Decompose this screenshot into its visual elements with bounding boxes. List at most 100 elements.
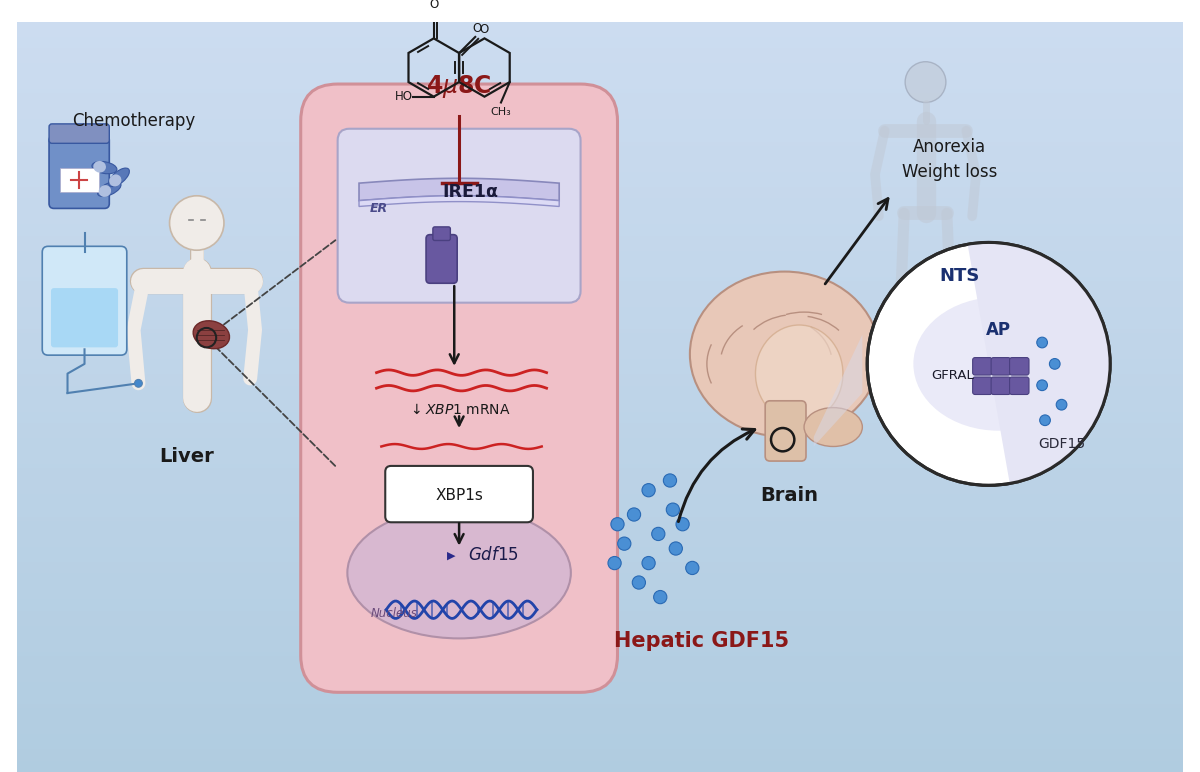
FancyBboxPatch shape xyxy=(49,124,109,144)
Bar xyxy=(17,633,1183,637)
Bar xyxy=(17,547,1183,550)
Bar xyxy=(17,142,1183,146)
Bar xyxy=(17,52,1183,56)
Bar xyxy=(17,682,1183,686)
Bar xyxy=(17,768,1183,772)
Bar xyxy=(17,513,1183,517)
Wedge shape xyxy=(967,242,1110,483)
Bar xyxy=(17,371,1183,374)
Bar xyxy=(17,615,1183,618)
FancyBboxPatch shape xyxy=(991,377,1010,394)
Bar xyxy=(17,202,1183,205)
Bar xyxy=(17,330,1183,334)
Bar xyxy=(17,225,1183,229)
FancyBboxPatch shape xyxy=(1009,357,1030,375)
Bar xyxy=(17,374,1183,378)
FancyBboxPatch shape xyxy=(385,466,533,523)
Bar xyxy=(17,427,1183,431)
Bar xyxy=(17,25,1183,29)
Circle shape xyxy=(905,62,946,103)
Bar xyxy=(17,558,1183,562)
Bar xyxy=(17,408,1183,412)
Bar xyxy=(17,502,1183,506)
Bar xyxy=(17,356,1183,360)
Text: IRE1α: IRE1α xyxy=(443,183,499,201)
Bar xyxy=(17,70,1183,74)
Circle shape xyxy=(666,503,679,516)
Bar xyxy=(17,554,1183,558)
Bar xyxy=(17,626,1183,629)
Bar xyxy=(17,29,1183,33)
Bar xyxy=(17,198,1183,202)
Bar xyxy=(17,659,1183,663)
Bar xyxy=(17,746,1183,750)
Ellipse shape xyxy=(94,161,106,173)
Bar xyxy=(17,397,1183,401)
Circle shape xyxy=(134,379,143,388)
Ellipse shape xyxy=(756,325,842,422)
Circle shape xyxy=(1037,337,1048,348)
FancyBboxPatch shape xyxy=(42,246,127,355)
Bar xyxy=(17,581,1183,584)
Circle shape xyxy=(1056,399,1067,410)
Bar xyxy=(17,138,1183,142)
Bar xyxy=(17,449,1183,453)
FancyBboxPatch shape xyxy=(973,357,992,375)
Bar xyxy=(17,149,1183,153)
Bar xyxy=(17,550,1183,554)
Bar xyxy=(17,461,1183,465)
Bar xyxy=(17,442,1183,445)
Bar xyxy=(17,67,1183,70)
Text: NTS: NTS xyxy=(940,267,979,286)
Bar xyxy=(17,679,1183,682)
Bar xyxy=(17,577,1183,581)
Bar xyxy=(17,517,1183,520)
Bar xyxy=(17,566,1183,570)
Circle shape xyxy=(642,483,655,497)
Bar xyxy=(17,22,1183,25)
Bar xyxy=(17,453,1183,457)
Text: Liver: Liver xyxy=(160,447,215,466)
Bar xyxy=(17,310,1183,314)
Bar xyxy=(17,367,1183,371)
Bar xyxy=(17,611,1183,615)
Circle shape xyxy=(652,527,665,540)
Bar xyxy=(17,588,1183,592)
Bar xyxy=(17,675,1183,679)
Bar xyxy=(17,468,1183,472)
Bar xyxy=(17,435,1183,438)
Text: O: O xyxy=(472,22,481,36)
Bar xyxy=(17,479,1183,483)
Bar xyxy=(17,41,1183,44)
Bar xyxy=(17,510,1183,513)
Text: ▶: ▶ xyxy=(448,550,456,560)
FancyBboxPatch shape xyxy=(301,84,618,692)
Bar xyxy=(17,344,1183,348)
Bar xyxy=(17,382,1183,386)
Bar xyxy=(17,161,1183,164)
Bar xyxy=(17,235,1183,239)
Bar xyxy=(17,251,1183,255)
Bar xyxy=(17,326,1183,330)
Bar xyxy=(17,44,1183,48)
Circle shape xyxy=(1039,415,1050,425)
Bar xyxy=(17,603,1183,607)
Text: GDF15: GDF15 xyxy=(1038,437,1085,451)
Bar xyxy=(17,303,1183,307)
Bar xyxy=(60,168,98,192)
FancyBboxPatch shape xyxy=(49,136,109,208)
Bar xyxy=(17,255,1183,258)
Bar xyxy=(17,262,1183,266)
Bar xyxy=(17,708,1183,712)
Bar xyxy=(17,96,1183,100)
Bar xyxy=(17,487,1183,491)
Bar xyxy=(17,239,1183,243)
Bar xyxy=(17,221,1183,225)
Circle shape xyxy=(169,196,224,250)
Bar xyxy=(17,164,1183,168)
Bar xyxy=(17,750,1183,753)
Ellipse shape xyxy=(97,181,121,197)
Bar xyxy=(17,195,1183,198)
Bar xyxy=(17,213,1183,217)
Bar xyxy=(17,247,1183,251)
